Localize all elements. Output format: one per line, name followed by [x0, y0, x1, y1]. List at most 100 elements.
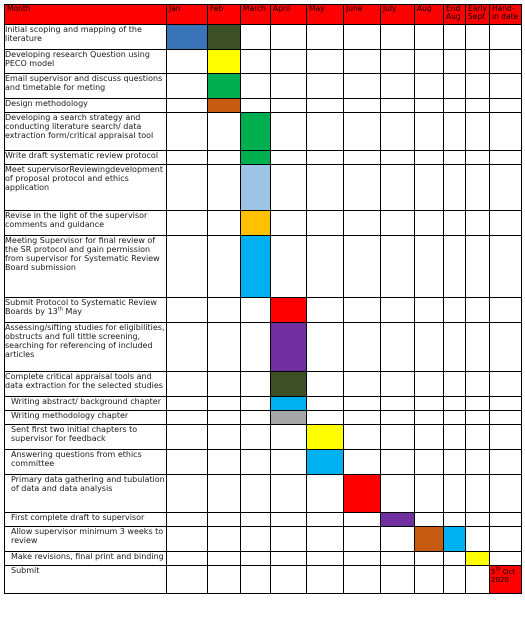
task-label: Email supervisor and discuss questions a…: [4, 73, 167, 99]
timeline-cell: [443, 164, 466, 211]
timeline-cell: [306, 24, 344, 50]
timeline-cell: [240, 73, 271, 99]
timeline-cell: [443, 424, 466, 450]
task-label-text: Revise in the light of the supervisor co…: [5, 211, 148, 230]
task-row: Sent first two initial chapters to super…: [4, 424, 522, 450]
timeline-cell: [380, 449, 415, 475]
timeline-cell: [207, 150, 241, 165]
task-label-text: Developing research Question using PECO …: [5, 50, 150, 69]
timeline-bar: [207, 49, 241, 74]
header-month-8: End Aug: [443, 4, 466, 25]
task-label-text: Submit Protocol to Systematic Review Boa…: [5, 298, 157, 317]
timeline-cell: [306, 526, 344, 552]
header-row: Month Jan Feb March April May June July Aug End A…: [4, 4, 522, 25]
timeline-cell: [465, 297, 490, 323]
timeline-cell: [240, 98, 271, 113]
timeline-cell: [489, 512, 522, 527]
timeline-bar: [207, 24, 241, 50]
header-month-7: Aug: [414, 4, 444, 25]
timeline-cell: [443, 112, 466, 151]
timeline-cell: [166, 551, 208, 566]
timeline-cell: [343, 565, 381, 594]
task-row: Submit Protocol to Systematic Review Boa…: [4, 297, 522, 323]
timeline-cell: [380, 235, 415, 298]
timeline-cell: [489, 396, 522, 411]
task-label: Developing a search strategy and conduct…: [4, 112, 167, 151]
timeline-cell: [465, 49, 490, 74]
timeline-cell: [489, 210, 522, 236]
task-row: Revise in the light of the supervisor co…: [4, 210, 522, 236]
task-label-text: Answering questions from ethics committe…: [11, 450, 142, 469]
task-row: Primary data gathering and tubulation of…: [4, 474, 522, 513]
timeline-cell: [306, 410, 344, 425]
task-label-text: Submit: [11, 566, 40, 576]
timeline-bar: [270, 322, 307, 372]
timeline-cell: [443, 73, 466, 99]
timeline-cell: [240, 410, 271, 425]
timeline-bar: [414, 526, 444, 552]
timeline-cell: [270, 49, 307, 74]
task-label: Assessing/sifting studies for eligibilit…: [4, 322, 167, 372]
timeline-cell: [443, 297, 466, 323]
timeline-cell: [443, 449, 466, 475]
timeline-cell: [166, 449, 208, 475]
timeline-cell: [240, 297, 271, 323]
timeline-cell: [207, 512, 241, 527]
task-label-superscript: th: [57, 306, 63, 313]
task-row: Meet supervisorReviewingdevelopment of p…: [4, 164, 522, 211]
header-month-6: July: [380, 4, 415, 25]
timeline-cell: [465, 512, 490, 527]
timeline-cell: [465, 410, 490, 425]
timeline-cell: [306, 112, 344, 151]
timeline-cell: [443, 565, 466, 594]
timeline-cell: [414, 512, 444, 527]
task-row: Write draft systematic review protocol: [4, 150, 522, 165]
timeline-cell: [465, 210, 490, 236]
timeline-cell: [414, 449, 444, 475]
timeline-cell: [207, 474, 241, 513]
task-label-text: Write draft systematic review protocol: [5, 151, 159, 161]
header-month-1: Feb: [207, 4, 241, 25]
timeline-bar: [240, 150, 271, 165]
timeline-cell: [414, 396, 444, 411]
timeline-cell: [343, 396, 381, 411]
timeline-cell: [465, 449, 490, 475]
timeline-cell: [306, 565, 344, 594]
timeline-cell: [240, 49, 271, 74]
timeline-cell: [270, 73, 307, 99]
timeline-bar: [306, 449, 344, 475]
timeline-cell: [465, 474, 490, 513]
task-label: Complete critical appraisal tools and da…: [4, 371, 167, 397]
task-rows: Initial scoping and mapping of the liter…: [4, 24, 522, 594]
timeline-bar: [240, 210, 271, 236]
timeline-cell: [443, 371, 466, 397]
timeline-cell: [270, 449, 307, 475]
header-month-3: April: [270, 4, 307, 25]
task-label: Write draft systematic review protocol: [4, 150, 167, 165]
timeline-cell: [343, 551, 381, 566]
task-label: Writing abstract/ background chapter: [4, 396, 167, 411]
task-row: Allow supervisor minimum 3 weeks to revi…: [4, 526, 522, 552]
timeline-cell: [343, 164, 381, 211]
timeline-cell: [380, 565, 415, 594]
timeline-cell: [489, 24, 522, 50]
timeline-cell: [465, 235, 490, 298]
timeline-cell: [343, 73, 381, 99]
timeline-cell: [380, 24, 415, 50]
timeline-bar: [465, 551, 490, 566]
timeline-cell: [306, 98, 344, 113]
timeline-cell: [465, 565, 490, 594]
timeline-cell: [465, 396, 490, 411]
timeline-cell: [207, 449, 241, 475]
timeline-bar: [166, 24, 208, 50]
timeline-cell: [270, 164, 307, 211]
header-month-9: Early Sept: [465, 4, 490, 25]
task-row: Developing a search strategy and conduct…: [4, 112, 522, 151]
timeline-cell: [306, 322, 344, 372]
timeline-cell: [489, 297, 522, 323]
timeline-cell: [270, 526, 307, 552]
timeline-cell: [380, 112, 415, 151]
timeline-cell: [343, 112, 381, 151]
timeline-cell: [489, 49, 522, 74]
hand-in-day-suffix: th: [495, 566, 501, 573]
